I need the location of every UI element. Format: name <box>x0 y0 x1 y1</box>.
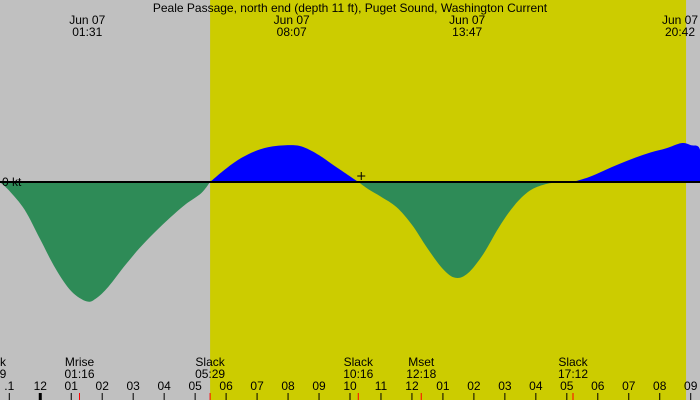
hour-tick-label: 07 <box>622 379 636 393</box>
hour-tick-label: 04 <box>529 379 543 393</box>
event-time: 12:18 <box>406 367 436 381</box>
hour-tick-label: 05 <box>188 379 202 393</box>
ebb-area-2 <box>358 182 561 279</box>
top-label-time: 08:07 <box>277 25 307 39</box>
hour-tick-label: 01 <box>436 379 450 393</box>
hour-tick-label: 09 <box>312 379 326 393</box>
top-label-time: 01:31 <box>72 25 102 39</box>
chart-title: Peale Passage, north end (depth 11 ft), … <box>153 1 548 15</box>
event-name: Slack <box>344 355 374 369</box>
hour-tick-label: .1 <box>4 379 14 393</box>
hour-tick-label: 02 <box>96 379 110 393</box>
ebb-area-0 <box>0 182 210 302</box>
hour-tick-label: 12 <box>405 379 419 393</box>
top-label-date: Jun 07 <box>662 13 698 27</box>
hour-tick-label: 04 <box>157 379 171 393</box>
hour-tick-label: 03 <box>498 379 512 393</box>
event-time: 9 <box>0 367 7 381</box>
flood-area-3 <box>573 142 700 182</box>
flood-area-1 <box>210 145 359 182</box>
hour-tick-label: 05 <box>560 379 574 393</box>
event-time: 01:16 <box>64 367 94 381</box>
event-name: k <box>0 355 7 369</box>
top-label-time: 13:47 <box>452 25 482 39</box>
event-time: 10:16 <box>343 367 373 381</box>
event-time: 05:29 <box>195 367 225 381</box>
hour-tick-label: 08 <box>653 379 667 393</box>
markers <box>79 172 574 400</box>
event-name: Mset <box>408 355 435 369</box>
top-label-date: Jun 07 <box>449 13 485 27</box>
hour-tick-label: 02 <box>467 379 481 393</box>
event-name: Slack <box>558 355 588 369</box>
hour-tick-label: 12 <box>34 379 48 393</box>
hour-axis: .1 12 01 02 03 04 05 06 07 08 09 10 11 12 01 02 03 04 05 06… <box>4 379 698 400</box>
zero-kt-label: 0 kt <box>2 175 22 189</box>
event-labels: k9Mrise01:16Slack05:29Slack10:16Mset12:1… <box>0 355 589 381</box>
hour-tick-label: 08 <box>281 379 295 393</box>
hour-tick-label: 07 <box>250 379 264 393</box>
hour-tick-label: 06 <box>591 379 605 393</box>
event-time: 17:12 <box>558 367 588 381</box>
top-label-date: Jun 07 <box>69 13 105 27</box>
ebb-areas <box>0 182 561 302</box>
top-label-date: Jun 07 <box>274 13 310 27</box>
hour-tick-label: 11 <box>375 379 388 393</box>
event-name: Slack <box>195 355 225 369</box>
top-label-time: 20:42 <box>665 25 695 39</box>
flood-areas <box>210 142 700 182</box>
hour-tick-label: 03 <box>127 379 141 393</box>
hour-tick-label: 10 <box>343 379 357 393</box>
event-name: Mrise <box>65 355 95 369</box>
hour-tick-label: 06 <box>219 379 233 393</box>
hour-tick-label: 09 <box>684 379 698 393</box>
hour-tick-label: 01 <box>65 379 79 393</box>
